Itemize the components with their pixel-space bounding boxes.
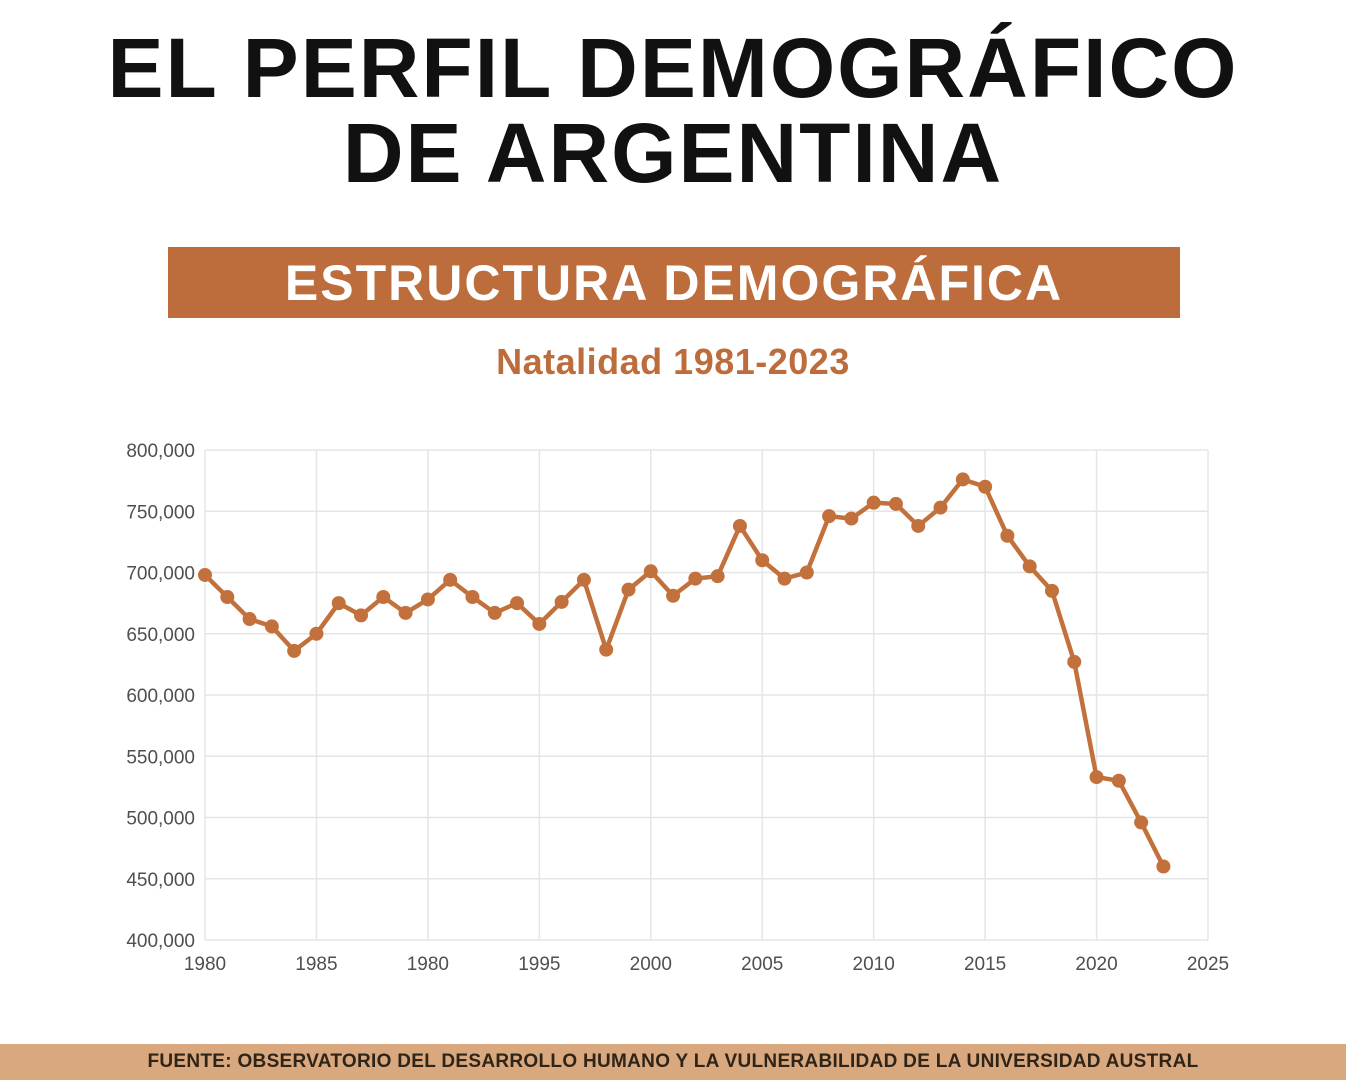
page-title-line-1: EL PERFIL DEMOGRÁFICO <box>107 21 1239 115</box>
data-point-2005 <box>755 553 770 568</box>
data-point-2012 <box>911 518 926 533</box>
data-point-1989 <box>398 605 413 620</box>
data-point-1984 <box>287 643 302 658</box>
data-point-2011 <box>888 496 903 511</box>
data-point-2000 <box>643 564 658 579</box>
x-tick-label-4: 2000 <box>630 954 672 975</box>
natalidad-line-chart: 400,000 450,000 500,000 550,000 600,000 650,0… <box>0 420 1346 1000</box>
data-point-1983 <box>264 619 279 634</box>
page-title: EL PERFIL DEMOGRÁFICO DE ARGENTINA <box>0 26 1346 196</box>
section-banner: ESTRUCTURA DEMOGRÁFICA <box>168 247 1180 318</box>
chart-subtitle: Natalidad 1981-2023 <box>496 341 850 382</box>
data-point-1980 <box>198 567 212 582</box>
x-tick-label-1: 1985 <box>295 954 337 975</box>
data-point-1982 <box>242 612 257 627</box>
y-tick-label-500000: 500,000 <box>126 809 195 830</box>
data-point-1985 <box>309 626 324 641</box>
section-banner-label: ESTRUCTURA DEMOGRÁFICA <box>284 254 1064 311</box>
data-point-1991 <box>443 572 458 587</box>
x-tick-label-2: 1980 <box>407 954 449 975</box>
data-point-2018 <box>1044 583 1059 598</box>
data-point-2023 <box>1156 859 1171 874</box>
x-tick-label-3: 1995 <box>518 954 560 975</box>
data-point-2004 <box>732 518 747 533</box>
data-point-1997 <box>576 572 591 587</box>
y-tick-label-750000: 750,000 <box>126 502 195 523</box>
data-point-2013 <box>933 500 948 515</box>
data-point-1994 <box>510 596 525 611</box>
data-point-2006 <box>777 571 792 586</box>
y-tick-label-550000: 550,000 <box>126 747 195 768</box>
data-point-1996 <box>554 594 569 609</box>
x-tick-label-0: 1980 <box>184 954 226 975</box>
data-point-2017 <box>1022 559 1037 574</box>
line-chart-svg: 400,000 450,000 500,000 550,000 600,000 650,0… <box>126 441 1229 975</box>
x-tick-label-7: 2015 <box>964 954 1006 975</box>
data-point-1986 <box>331 596 346 611</box>
data-point-2016 <box>1000 528 1015 543</box>
data-point-2007 <box>799 565 814 580</box>
data-point-1981 <box>220 590 235 604</box>
x-tick-label-5: 2005 <box>741 954 783 975</box>
data-point-1995 <box>532 616 547 631</box>
data-point-2019 <box>1067 654 1082 669</box>
x-tick-label-8: 2020 <box>1075 954 1117 975</box>
y-tick-label-700000: 700,000 <box>126 564 195 585</box>
y-tick-label-600000: 600,000 <box>126 686 195 707</box>
data-point-1999 <box>621 582 636 597</box>
data-point-2010 <box>866 495 881 510</box>
data-point-1998 <box>599 642 614 657</box>
data-point-1990 <box>420 592 435 607</box>
data-point-1988 <box>376 590 391 604</box>
x-tick-label-9: 2025 <box>1187 954 1229 975</box>
data-point-1987 <box>354 608 369 623</box>
source-footer: FUENTE: OBSERVATORIO DEL DESARROLLO HUMA… <box>0 1044 1346 1080</box>
data-point-2022 <box>1134 815 1149 830</box>
y-tick-label-450000: 450,000 <box>126 870 195 891</box>
data-point-2021 <box>1111 773 1126 788</box>
data-point-2014 <box>955 472 970 487</box>
data-point-2003 <box>710 569 725 584</box>
data-point-2008 <box>822 509 837 524</box>
data-point-2015 <box>978 479 993 494</box>
source-footer-text: FUENTE: OBSERVATORIO DEL DESARROLLO HUMA… <box>147 1051 1199 1072</box>
y-tick-label-650000: 650,000 <box>126 625 195 646</box>
data-point-1993 <box>487 605 502 620</box>
data-point-2001 <box>666 588 681 603</box>
data-point-1992 <box>465 590 480 604</box>
x-tick-label-6: 2010 <box>853 954 895 975</box>
data-point-2002 <box>688 571 703 586</box>
page-title-line-2: DE ARGENTINA <box>342 105 1004 200</box>
births-series-line <box>202 477 1166 869</box>
data-point-2020 <box>1089 770 1104 785</box>
y-tick-label-800000: 800,000 <box>126 441 195 462</box>
data-point-2009 <box>844 511 859 526</box>
y-tick-label-400000: 400,000 <box>126 931 195 952</box>
